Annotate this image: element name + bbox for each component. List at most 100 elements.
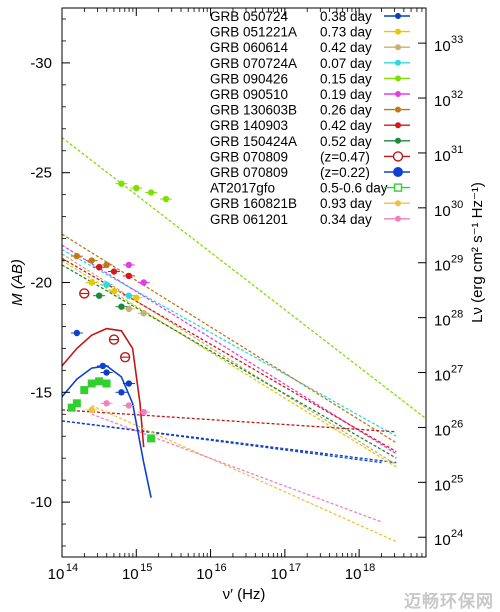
right-tick-exp-3: 30 bbox=[451, 199, 463, 211]
data-point-11-2 bbox=[80, 386, 89, 395]
legend-swatch-marker-8 bbox=[395, 137, 401, 144]
x-axis-title: ν′ (Hz) bbox=[223, 586, 266, 603]
data-point-11-5 bbox=[102, 379, 111, 388]
legend-entry-time-1: 0.73 day bbox=[320, 25, 372, 40]
data-point-11-6 bbox=[147, 434, 156, 443]
right-tick-exp-5: 28 bbox=[451, 309, 463, 321]
y-tick-label-0: -30 bbox=[30, 55, 52, 72]
legend-entry-name-13: GRB 061201 bbox=[210, 212, 288, 227]
legend-entry-name-6: GRB 130603B bbox=[210, 103, 297, 118]
x-tick-exp-1: 15 bbox=[140, 562, 152, 574]
y-tick-label-1: -25 bbox=[30, 165, 52, 182]
right-tick-exp-8: 25 bbox=[451, 473, 463, 485]
legend-entry-time-13: 0.34 day bbox=[320, 212, 372, 227]
model-curve-9 bbox=[62, 327, 145, 448]
right-tick-exp-7: 26 bbox=[451, 418, 463, 430]
x-tick-label-0: 10 bbox=[48, 566, 65, 583]
legend-entry-name-9: GRB 070809 bbox=[210, 149, 288, 164]
chart-points bbox=[67, 180, 172, 443]
legend-entry-name-8: GRB 150424A bbox=[210, 134, 297, 149]
x-tick-exp-0: 14 bbox=[66, 562, 78, 574]
fit-line-7 bbox=[62, 257, 397, 453]
right-tick-exp-1: 32 bbox=[451, 89, 463, 101]
right-tick-exp-9: 24 bbox=[451, 528, 463, 540]
legend-entry-time-11: 0.5-0.6 day bbox=[320, 181, 388, 196]
legend-entry-name-3: GRB 070724A bbox=[210, 56, 297, 71]
legend-entry-time-8: 0.52 day bbox=[320, 134, 372, 149]
right-tick-label-0: 10 bbox=[434, 38, 451, 55]
x-tick-label-3: 10 bbox=[271, 566, 288, 583]
x-tick-label-4: 10 bbox=[345, 566, 362, 583]
legend-entry-time-4: 0.15 day bbox=[320, 71, 372, 86]
data-point-11-1 bbox=[72, 399, 81, 408]
fit-line-10 bbox=[62, 420, 382, 464]
legend-entry-time-5: 0.19 day bbox=[320, 87, 372, 102]
legend-swatch-marker-2 bbox=[395, 44, 401, 51]
fit-line-3 bbox=[62, 248, 397, 437]
legend-swatch-marker-12 bbox=[395, 200, 401, 207]
data-point-11-3 bbox=[87, 379, 96, 388]
legend-entry-name-1: GRB 051221A bbox=[210, 25, 297, 40]
legend-swatch-marker-4 bbox=[395, 75, 401, 82]
data-point-11-4 bbox=[95, 377, 104, 386]
right-tick-label-4: 10 bbox=[434, 258, 451, 275]
legend-swatch-marker-1 bbox=[395, 28, 401, 35]
legend-swatch-marker-11 bbox=[393, 183, 403, 192]
legend-entry-name-7: GRB 140903 bbox=[210, 118, 288, 133]
right-tick-exp-4: 29 bbox=[451, 254, 463, 266]
x-tick-label-1: 10 bbox=[122, 566, 139, 583]
fit-line-2 bbox=[62, 253, 397, 466]
x-tick-exp-2: 16 bbox=[214, 562, 226, 574]
legend-entry-time-9: (z=0.47) bbox=[320, 149, 370, 164]
fit-line-8 bbox=[62, 264, 397, 459]
right-tick-label-7: 10 bbox=[434, 422, 451, 439]
right-tick-label-9: 10 bbox=[434, 532, 451, 549]
model-curve-10 bbox=[62, 365, 152, 498]
right-tick-exp-2: 31 bbox=[451, 144, 463, 156]
legend-entry-name-4: GRB 090426 bbox=[210, 71, 288, 86]
x-tick-exp-4: 18 bbox=[363, 562, 375, 574]
fit-line-13 bbox=[91, 413, 382, 523]
legend-entry-time-7: 0.42 day bbox=[320, 118, 372, 133]
legend-entry-time-0: 0.38 day bbox=[320, 9, 372, 24]
legend-swatch-marker-6 bbox=[395, 106, 401, 113]
legend-swatch-marker-13 bbox=[395, 215, 401, 222]
y-tick-label-3: -15 bbox=[30, 384, 52, 401]
legend-entry-time-3: 0.07 day bbox=[320, 56, 372, 71]
legend-swatch-marker-3 bbox=[395, 59, 401, 66]
y-tick-label-4: -10 bbox=[30, 494, 52, 511]
legend-entry-name-10: GRB 070809 bbox=[210, 165, 288, 180]
x-tick-label-2: 10 bbox=[196, 566, 213, 583]
legend-swatch-marker-7 bbox=[395, 122, 401, 129]
right-tick-label-3: 10 bbox=[434, 203, 451, 220]
y-tick-label-2: -20 bbox=[30, 275, 52, 292]
y-axis-title-left: M (AB) bbox=[9, 259, 26, 306]
right-tick-exp-6: 27 bbox=[451, 364, 463, 376]
legend-entry-time-10: (z=0.22) bbox=[320, 165, 370, 180]
fit-line-9 bbox=[62, 409, 397, 433]
chart-legend: GRB 050724 0.38 day GRB 051221A 0.73 day GRB… bbox=[210, 9, 410, 227]
legend-entry-name-11: AT2017gfo bbox=[210, 181, 275, 196]
legend-entry-name-2: GRB 060614 bbox=[210, 40, 289, 55]
legend-swatch-marker-5 bbox=[395, 91, 401, 97]
legend-swatch-marker-0 bbox=[395, 13, 401, 19]
legend-entry-name-5: GRB 090510 bbox=[210, 87, 288, 102]
right-tick-label-5: 10 bbox=[434, 313, 451, 330]
fit-line-5 bbox=[62, 244, 397, 455]
y-axis-title-right: Lν (erg cm² s⁻¹ Hz⁻¹) bbox=[469, 182, 486, 323]
legend-swatch-marker-9 bbox=[392, 151, 404, 162]
legend-entry-time-6: 0.26 day bbox=[320, 103, 372, 118]
right-tick-label-6: 10 bbox=[434, 368, 451, 385]
right-tick-label-2: 10 bbox=[434, 148, 451, 165]
data-point-11-0 bbox=[67, 403, 76, 412]
fit-line-6 bbox=[62, 233, 397, 444]
legend-entry-time-12: 0.93 day bbox=[320, 196, 372, 211]
right-tick-label-1: 10 bbox=[434, 93, 451, 110]
chart-fit-lines bbox=[62, 137, 426, 543]
legend-entry-name-12: GRB 160821B bbox=[210, 196, 297, 211]
legend-swatch-marker-10 bbox=[393, 167, 403, 177]
right-tick-exp-0: 33 bbox=[451, 34, 463, 46]
right-tick-label-8: 10 bbox=[434, 477, 451, 494]
